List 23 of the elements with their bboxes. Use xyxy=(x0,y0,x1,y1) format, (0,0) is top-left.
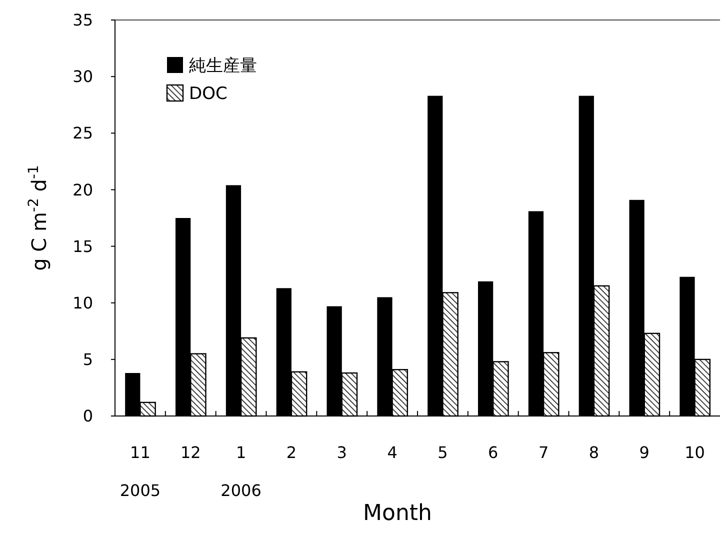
y-tick-label: 20 xyxy=(72,180,93,200)
x-axis-title: Month xyxy=(363,501,432,526)
x-tick-label: 3 xyxy=(336,443,347,462)
x-tick-label: 9 xyxy=(639,443,650,462)
x-tick-label: 4 xyxy=(387,443,398,462)
x-tick-label: 7 xyxy=(538,443,549,462)
y-tick-label: 25 xyxy=(72,124,93,143)
x-tick-label: 2 xyxy=(286,443,297,462)
x-tick-label: 10 xyxy=(684,443,705,462)
x-tick-label: 12 xyxy=(180,443,201,462)
y-tick-label: 0 xyxy=(82,406,93,426)
x-tick-label: 6 xyxy=(488,443,498,462)
x-tick-label: 11 2005 xyxy=(120,443,161,500)
y-tick-label: 10 xyxy=(72,293,93,312)
y-tick-label: 30 xyxy=(72,67,93,86)
x-tick-label: 1 2006 xyxy=(220,443,262,500)
y-tick-label: 35 xyxy=(72,10,93,30)
x-tick-label: 8 xyxy=(588,443,600,462)
x-tick-label: 5 xyxy=(438,443,448,462)
y-tick-label: 5 xyxy=(82,350,93,370)
legend-label: 純生産量 xyxy=(189,56,257,76)
legend-label: DOC xyxy=(189,84,228,104)
y-tick-label: 15 xyxy=(72,236,93,256)
